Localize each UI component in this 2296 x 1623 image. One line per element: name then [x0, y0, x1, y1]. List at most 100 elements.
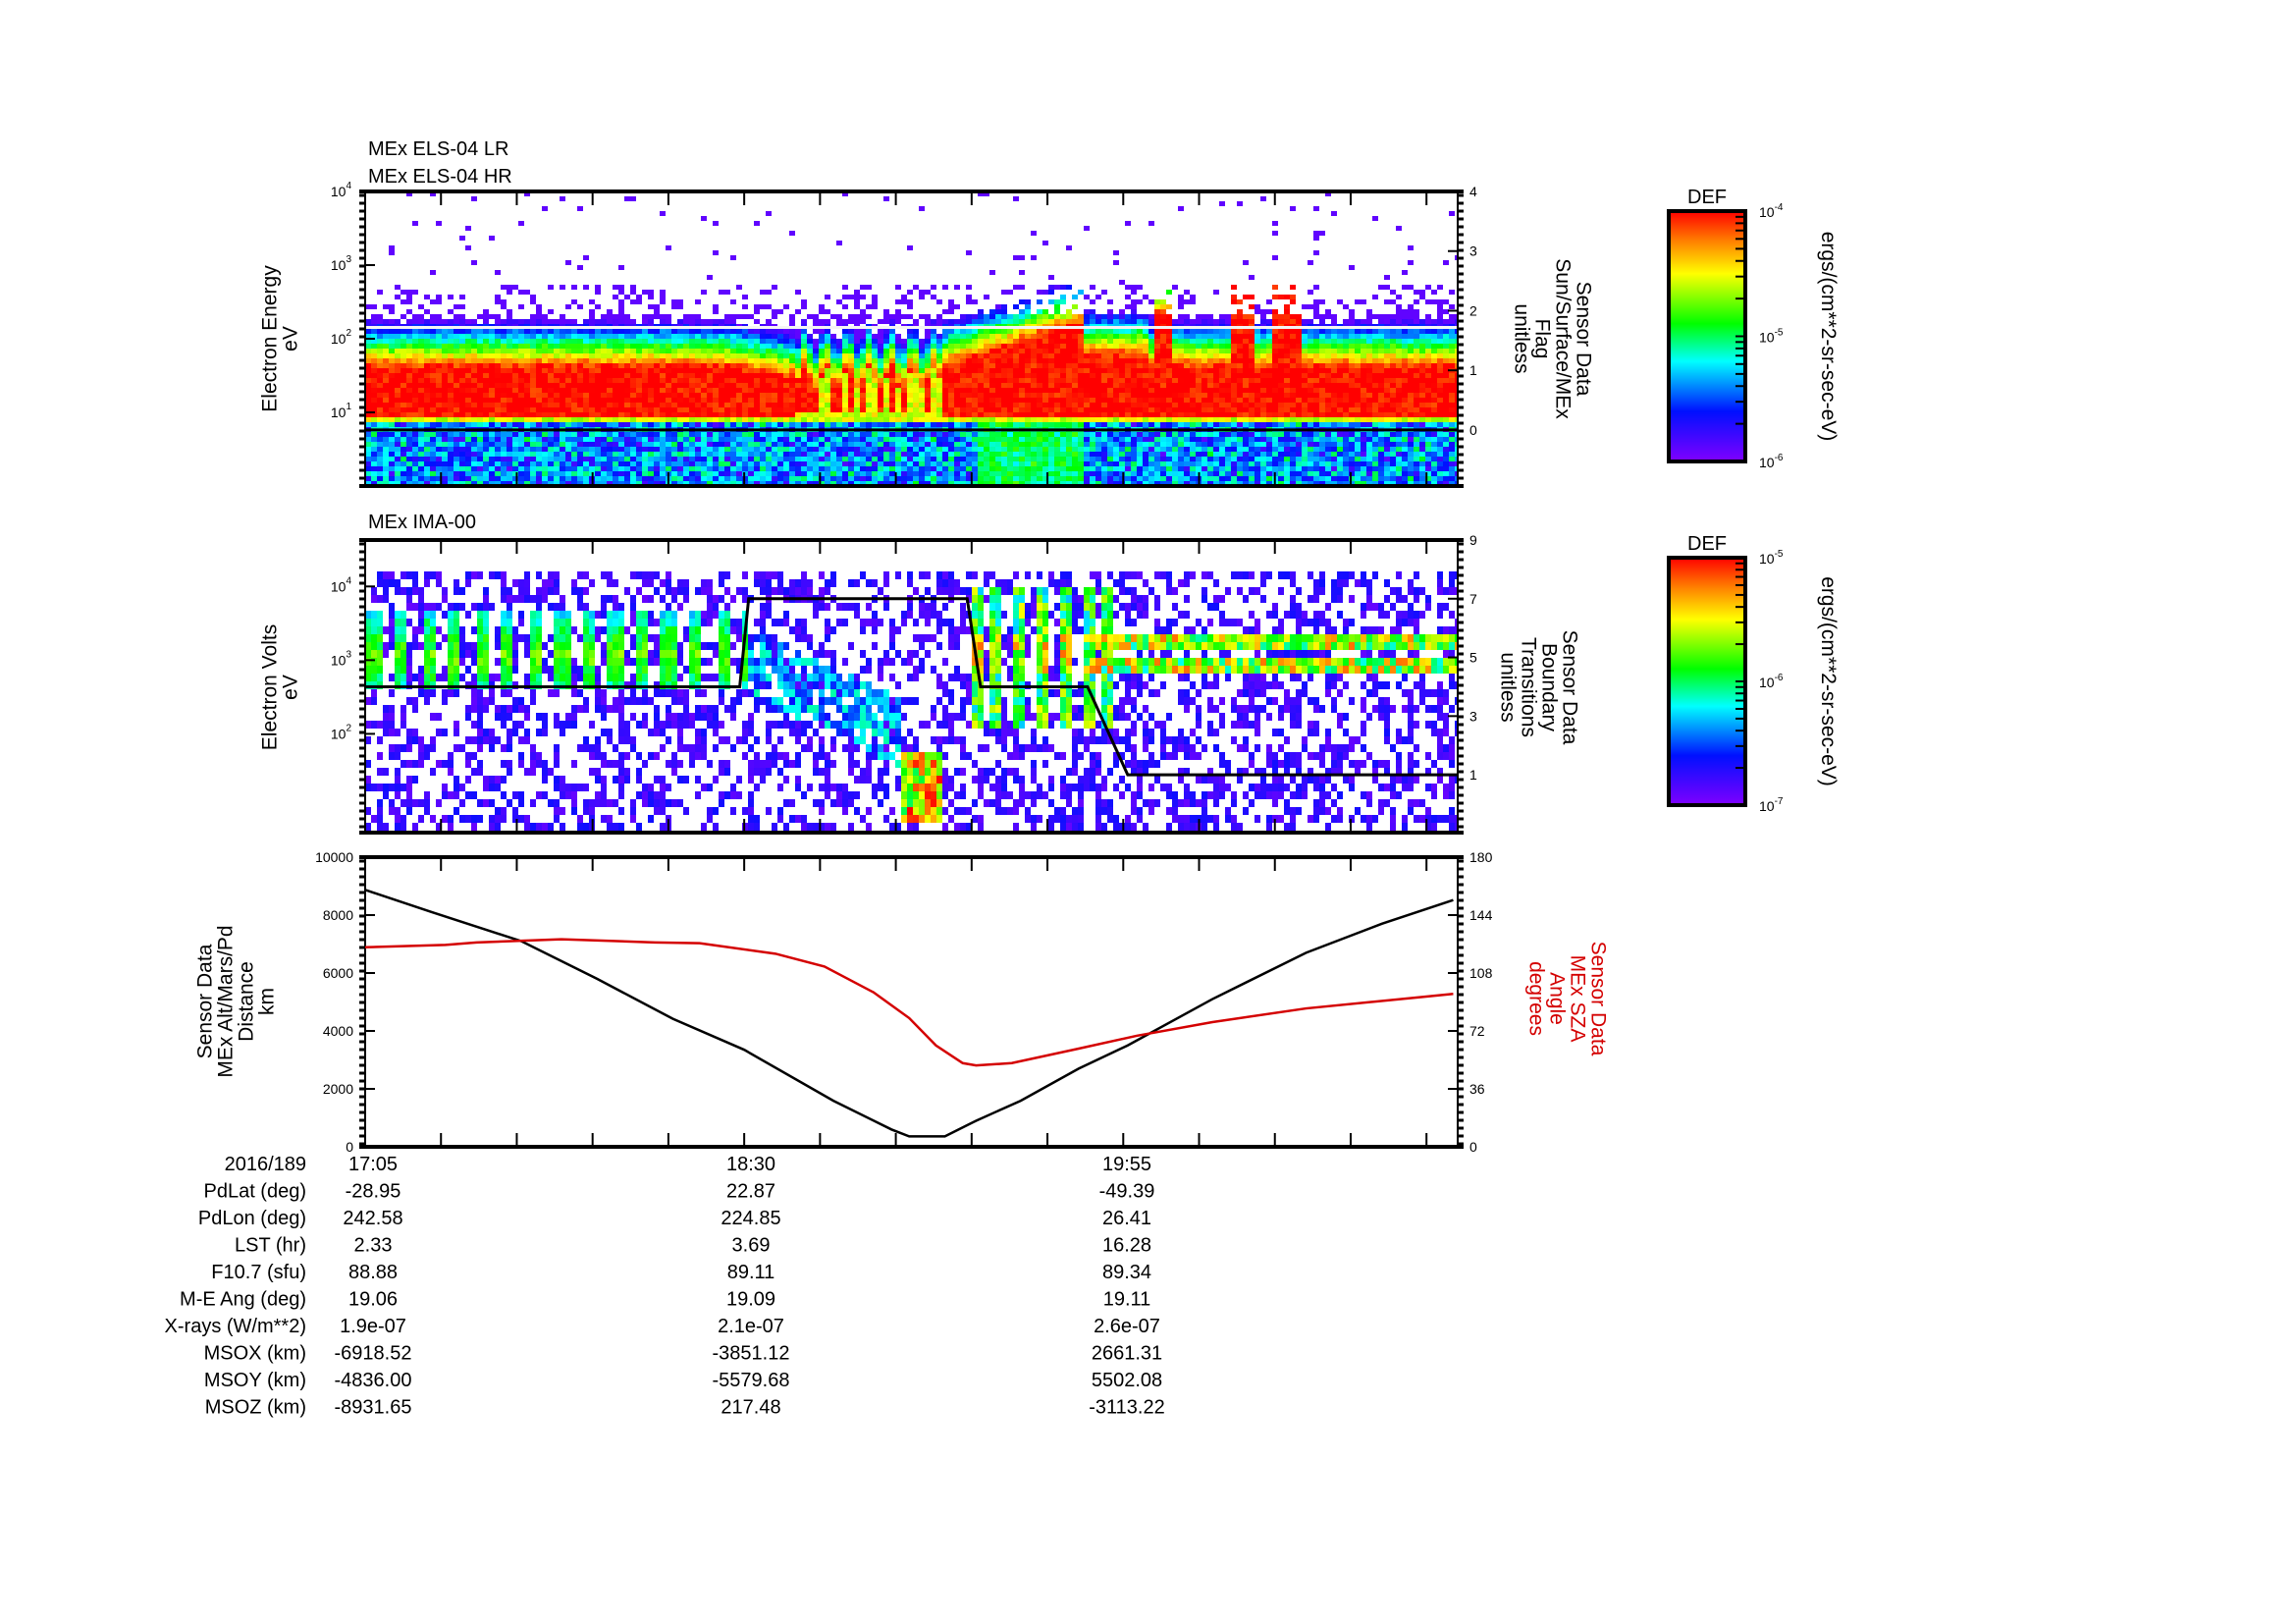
table-cell: 88.88	[348, 1262, 398, 1283]
colorbar-tick-label: 10-5	[1759, 328, 1784, 346]
table-cell: 19:55	[1102, 1154, 1151, 1175]
y-tick-label: 104	[331, 575, 352, 594]
table-cell: 18:30	[726, 1154, 775, 1175]
y2-tick-label: 72	[1469, 1023, 1485, 1039]
y2-tick-label: 7	[1469, 591, 1477, 607]
colorbar-tick-label: 10-5	[1759, 549, 1784, 567]
y-tick-label: 103	[331, 649, 352, 668]
left-axis-label: Electron EnergyeV	[259, 265, 302, 412]
boundary-transitions-line	[365, 597, 1458, 777]
y2-tick-label: 5	[1469, 650, 1477, 666]
colorbar-tick-label: 10-6	[1759, 453, 1784, 470]
colorbar-1: DEF 10-4 10-5 10-6 ergs/(cm**2-sr-sec-eV)	[1667, 187, 1840, 470]
y2-tick-label: 3	[1469, 243, 1477, 259]
panel-3: 0 2000 4000 6000 8000 10000 0 36 72 108 144 180 Sens…	[194, 849, 1610, 1155]
colorbar-title: DEF	[1687, 187, 1727, 208]
table-row-label: MSOX (km)	[204, 1343, 306, 1365]
table-cell: 2.33	[354, 1235, 393, 1257]
colorbar-2: DEF 10-5 10-6 10-7 ergs/(cm**2-sr-sec-eV)	[1667, 533, 1840, 814]
ephemeris-table: 2016/189 17:05 18:30 19:55 PdLat (deg) -28.95…	[165, 1154, 1165, 1419]
y2-tick-label: 4	[1469, 184, 1477, 199]
y-tick-label: 2000	[323, 1081, 353, 1097]
table-row-label: PdLon (deg)	[198, 1208, 306, 1229]
table-cell: 89.34	[1102, 1262, 1151, 1283]
table-cell: -3851.12	[713, 1343, 790, 1365]
table-row-label: PdLat (deg)	[203, 1181, 306, 1203]
right-axis-label: Sensor DataSun/Surface/MExFlagunitless	[1511, 258, 1595, 419]
table-cell: 17:05	[348, 1154, 398, 1175]
table-cell: 2661.31	[1092, 1343, 1162, 1365]
y-tick-label: 8000	[323, 907, 353, 923]
y-tick-label: 6000	[323, 965, 353, 981]
y2-tick-label: 1	[1469, 767, 1477, 783]
y2-tick-label: 180	[1469, 849, 1493, 865]
table-cell: -3113.22	[1089, 1397, 1164, 1419]
table-cell: 19.11	[1103, 1289, 1151, 1311]
table-cell: -6918.52	[335, 1343, 412, 1365]
colorbar-tick-label: 10-7	[1759, 796, 1784, 814]
panel-1: 101 102 103 104 0 1 2 3 4 MEx ELS-04 LR MEx ELS-04…	[259, 138, 1595, 488]
table-cell: 224.85	[721, 1208, 780, 1229]
y-tick-label: 0	[346, 1139, 353, 1155]
y2-tick-label: 3	[1469, 708, 1477, 724]
colorbar-units: ergs/(cm**2-sr-sec-eV)	[1817, 576, 1840, 786]
y-tick-label: 102	[331, 328, 352, 347]
y2-tick-label: 0	[1469, 1139, 1477, 1155]
panel-title: MEx IMA-00	[368, 512, 476, 533]
y-tick-label: 101	[331, 402, 352, 420]
y2-tick-label: 9	[1469, 532, 1477, 548]
y2-tick-label: 36	[1469, 1081, 1485, 1097]
colorbar-title: DEF	[1687, 533, 1727, 555]
table-row-label: MSOY (km)	[204, 1370, 306, 1391]
table-cell: 19.09	[726, 1289, 775, 1311]
y2-tick-label: 108	[1469, 965, 1493, 981]
table-cell: 26.41	[1102, 1208, 1151, 1229]
table-row-label: MSOZ (km)	[205, 1397, 306, 1419]
table-cell: 217.48	[721, 1397, 780, 1419]
table-row-label: LST (hr)	[235, 1235, 306, 1257]
table-cell: 2.1e-07	[718, 1316, 784, 1337]
colorbar-units: ergs/(cm**2-sr-sec-eV)	[1817, 232, 1840, 442]
table-row-label: 2016/189	[225, 1154, 306, 1175]
table-cell: -8931.65	[335, 1397, 412, 1419]
table-cell: -5579.68	[713, 1370, 790, 1391]
table-cell: 242.58	[343, 1208, 402, 1229]
left-axis-label: Sensor DataMEx Alt/Mars/PdDistancekm	[194, 925, 279, 1077]
table-cell: -4836.00	[335, 1370, 412, 1391]
left-axis-label: Electron VoltseV	[259, 624, 302, 750]
table-row-label: M-E Ang (deg)	[180, 1289, 306, 1311]
table-cell: 89.11	[727, 1262, 775, 1283]
table-cell: 5502.08	[1092, 1370, 1162, 1391]
table-cell: 1.9e-07	[340, 1316, 406, 1337]
table-cell: 16.28	[1102, 1235, 1151, 1257]
table-cell: -49.39	[1099, 1181, 1155, 1203]
y2-tick-label: 0	[1469, 422, 1477, 438]
panel-title: MEx ELS-04 HR	[368, 166, 512, 188]
table-row-label: X-rays (W/m**2)	[165, 1316, 306, 1337]
colorbar-gradient	[1667, 556, 1747, 807]
y-tick-label: 102	[331, 723, 352, 741]
table-cell: 3.69	[732, 1235, 771, 1257]
y-tick-label: 4000	[323, 1023, 353, 1039]
y2-tick-label: 144	[1469, 907, 1493, 923]
panel-title: MEx ELS-04 LR	[368, 138, 508, 160]
colorbar-tick-label: 10-6	[1759, 673, 1784, 690]
els-spectrogram	[365, 191, 1458, 486]
table-cell: 2.6e-07	[1094, 1316, 1160, 1337]
y2-tick-label: 1	[1469, 362, 1477, 378]
colorbar-gradient	[1667, 209, 1747, 463]
right-axis-label: Sensor DataMEx SZAAngledegrees	[1525, 942, 1610, 1056]
altitude-line	[364, 889, 1454, 1138]
table-cell: 19.06	[348, 1289, 398, 1311]
y-tick-label: 103	[331, 254, 352, 273]
table-cell: 22.87	[726, 1181, 775, 1203]
right-axis-label: Sensor DataBoundaryTransitionsunitless	[1497, 630, 1581, 745]
table-row-label: F10.7 (sfu)	[211, 1262, 306, 1283]
panel-2: 102 103 104 1 3 5 7 9 MEx IMA-00 Electron VoltseV…	[259, 512, 1581, 835]
y-tick-label: 10000	[315, 849, 353, 865]
sza-line	[364, 938, 1454, 1067]
y-tick-label: 104	[331, 181, 352, 199]
table-cell: -28.95	[346, 1181, 401, 1203]
